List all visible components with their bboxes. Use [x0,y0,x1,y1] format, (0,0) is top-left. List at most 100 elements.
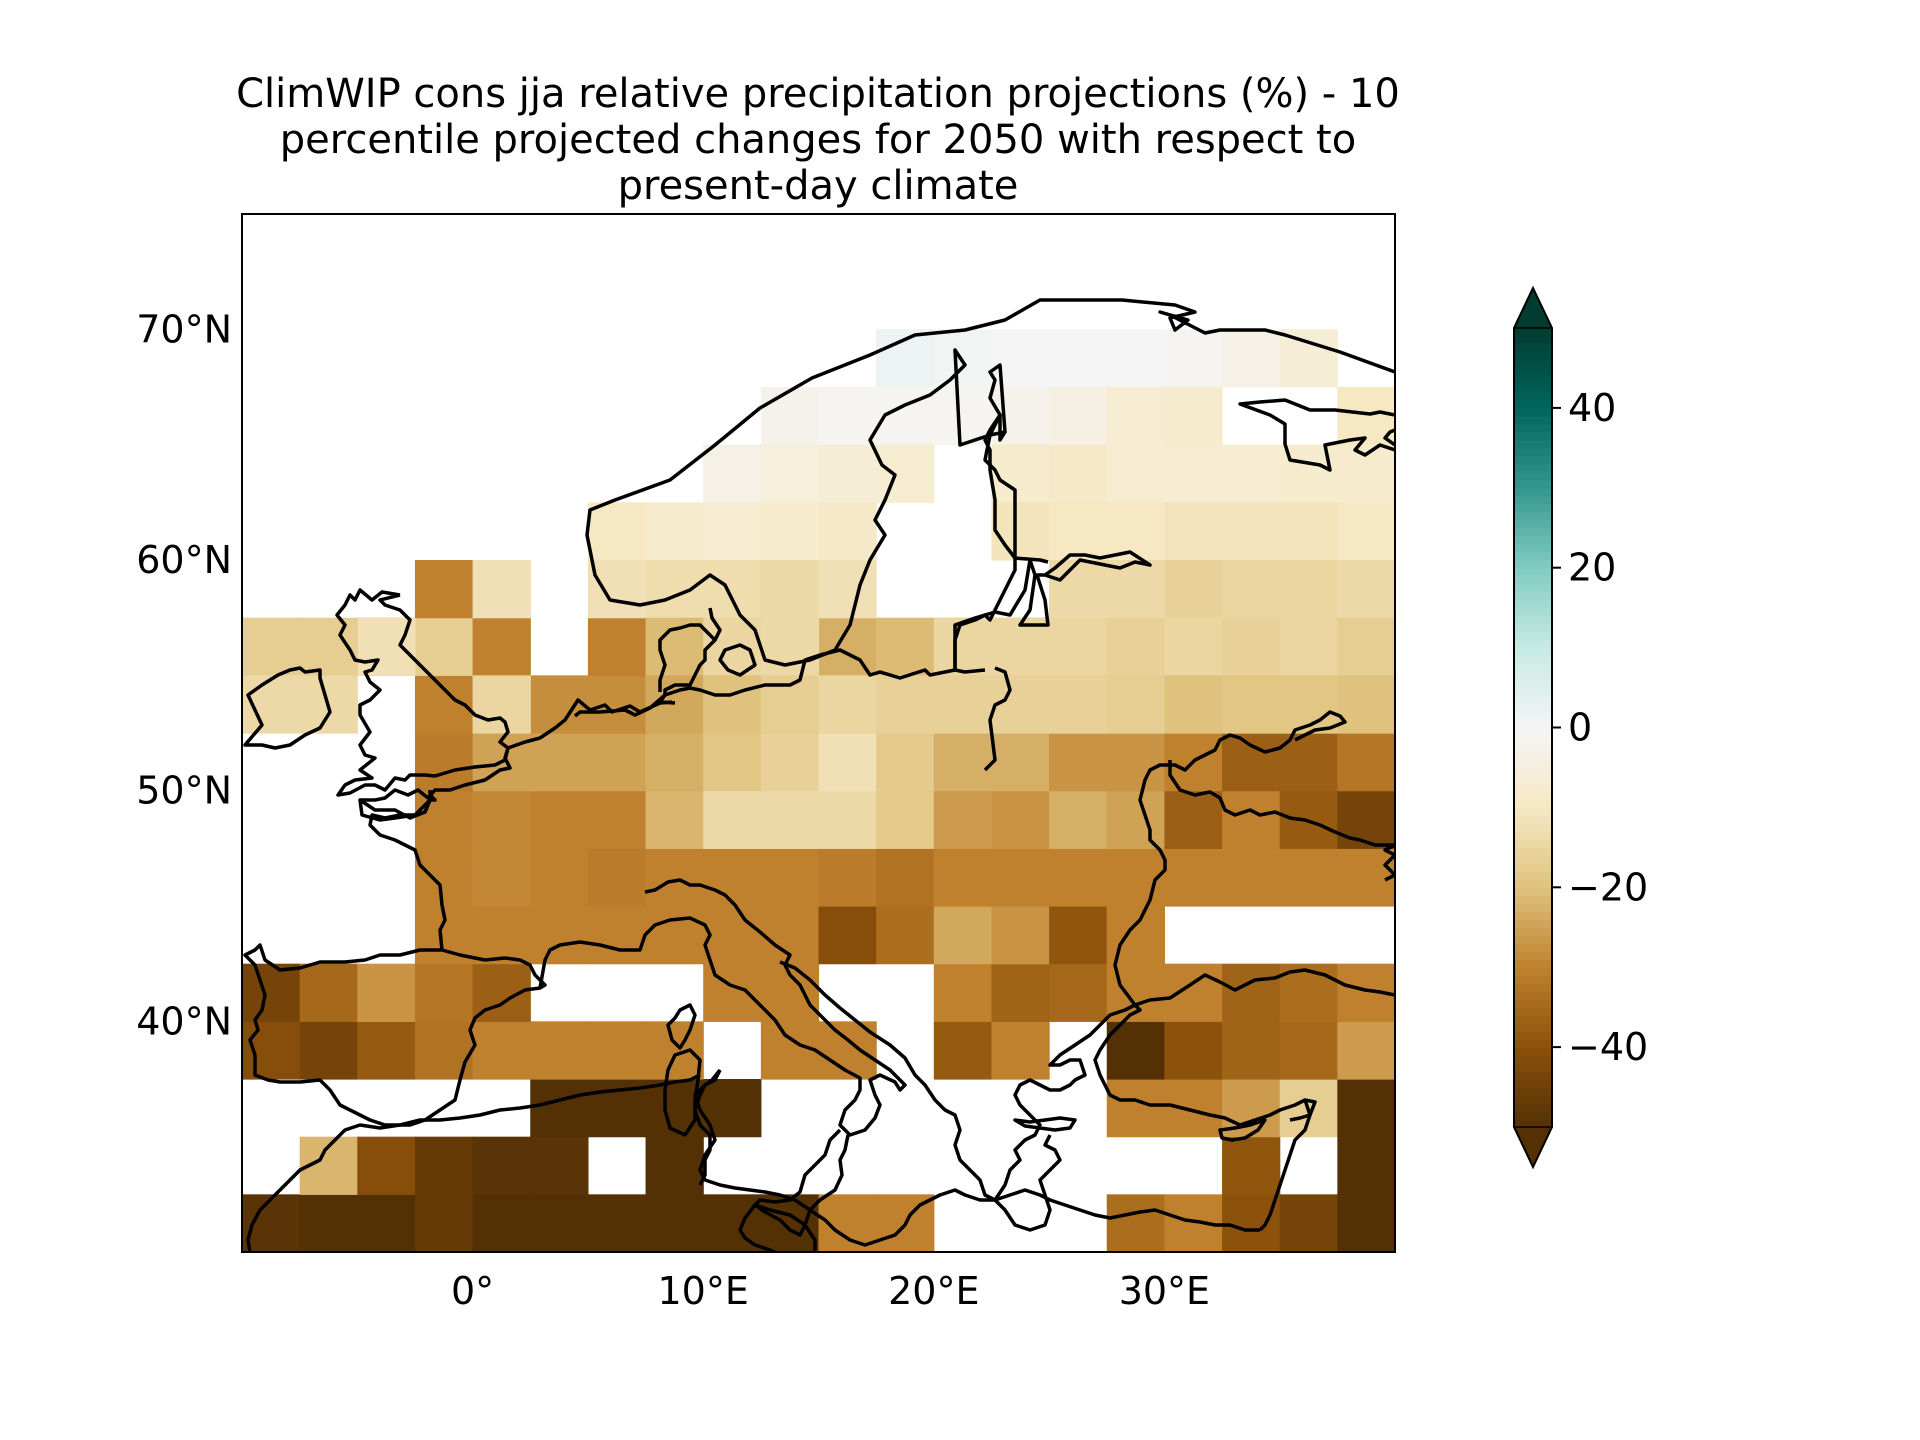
grid-cell [760,848,820,907]
lon-tick-0: 0° [451,1269,494,1313]
colorbar-segment [1514,959,1552,968]
grid-cell [1164,675,1223,734]
grid-cell [1222,1136,1281,1195]
coastline-algeria-morocco [246,1073,701,1252]
colorbar-segment [1514,1047,1552,1056]
grid-cell [1222,675,1281,734]
lon-tick-10e: 10°E [658,1269,749,1313]
grid-cell [414,617,474,676]
coastline-crete [1013,1116,1077,1132]
grid-cell [991,848,1050,907]
colorbar-segment [1514,911,1552,921]
grid-cell [933,329,993,388]
grid-cell [414,963,474,1022]
colorbar-segment [1514,807,1552,817]
colorbar-gradient [1514,328,1552,1128]
grid-cell [1222,963,1281,1022]
coastline-ireland [243,666,332,750]
colorbar-extend-min [1512,1126,1554,1169]
grid-cell [472,1136,531,1195]
colorbar-segment [1514,495,1552,505]
grid-cell [991,444,1050,503]
coastline-greece [993,1003,1136,1201]
colorbar-segment [1514,815,1552,825]
colorbar-segment [1514,359,1552,369]
title: ClimWIP cons jja relative precipitation … [236,71,1400,209]
grid-cell [530,1194,589,1252]
grid-cell [357,1021,416,1080]
grid-cell [587,1194,647,1252]
grid-cell [299,1021,358,1080]
colorbar-segment [1514,663,1552,673]
colorbar-segment [1514,1031,1552,1040]
colorbar-ticks [1552,406,1561,1049]
colorbar-tick-minus-20: −20 [1568,865,1648,909]
grid-cell [1049,790,1108,849]
grid-cell [1106,560,1165,619]
grid-cell [991,1021,1050,1080]
grid-cell [530,906,589,965]
grid-cell [357,1194,416,1252]
grid-cell [1164,1021,1223,1080]
grid-cell [1106,1079,1165,1138]
colorbar-segment [1514,1079,1552,1088]
grid-cell [530,1021,589,1080]
colorbar-segment [1514,991,1552,1000]
grid-cell [876,848,935,907]
grid-cell [1279,329,1338,388]
grid-cell [991,733,1050,792]
grid-cell [472,560,531,619]
grid-cell [933,675,993,734]
grid-cell [414,1021,474,1080]
colorbar-segment [1514,647,1552,657]
grid-cell [933,733,993,792]
grid-cell [530,1136,589,1195]
coastline-north-africa [693,1069,1260,1247]
grid-cell [1164,387,1223,446]
grid-cell [933,617,993,676]
grid-cell [645,1021,704,1080]
grid-cell [530,790,589,849]
lat-tick-40n: 40°N [136,999,232,1043]
title-line-3: present-day climate [618,163,1019,209]
coastline-peloponnese [993,1134,1062,1232]
grid-cell [357,963,416,1022]
colorbar-segment [1514,431,1552,441]
grid-cell [645,560,704,619]
grid-cell [818,502,877,561]
coastline-cyprus [1218,1118,1267,1142]
grid-cell [1337,617,1395,676]
grid-cell [1106,906,1165,965]
grid-cell [1279,1021,1338,1080]
coastline-black-sea-south [1134,968,1395,1007]
grid-cell [587,502,647,561]
coastline-turkey-south [1093,1003,1317,1127]
grid-cell [818,906,877,965]
colorbar-outline [1513,285,1553,1170]
colorbar-segment [1514,335,1552,345]
colorbar-segment [1514,599,1552,609]
grid-cell [242,617,301,676]
coastline-denmark-east [708,607,722,641]
colorbar-segment [1514,703,1552,713]
grid-cell [991,502,1050,561]
grid-cell [242,1021,301,1080]
grid-cell [1337,790,1395,849]
colorbar-segment [1514,543,1552,553]
colorbar-segment [1514,1119,1552,1128]
colorbar-segment [1514,735,1552,745]
grid-cell [991,790,1050,849]
grid-cell [472,617,531,676]
grid-cell [933,790,993,849]
grid-cell [1222,444,1281,503]
grid-cell [1106,329,1165,388]
colorbar-segment [1514,631,1552,641]
grid-cell [933,387,993,446]
colorbar-segment [1514,575,1552,585]
colorbar-segment [1514,375,1552,385]
grid-cell [587,560,647,619]
colorbar-segment [1514,607,1552,617]
colorbar-segment [1514,583,1552,593]
colorbar-segment [1514,799,1552,809]
